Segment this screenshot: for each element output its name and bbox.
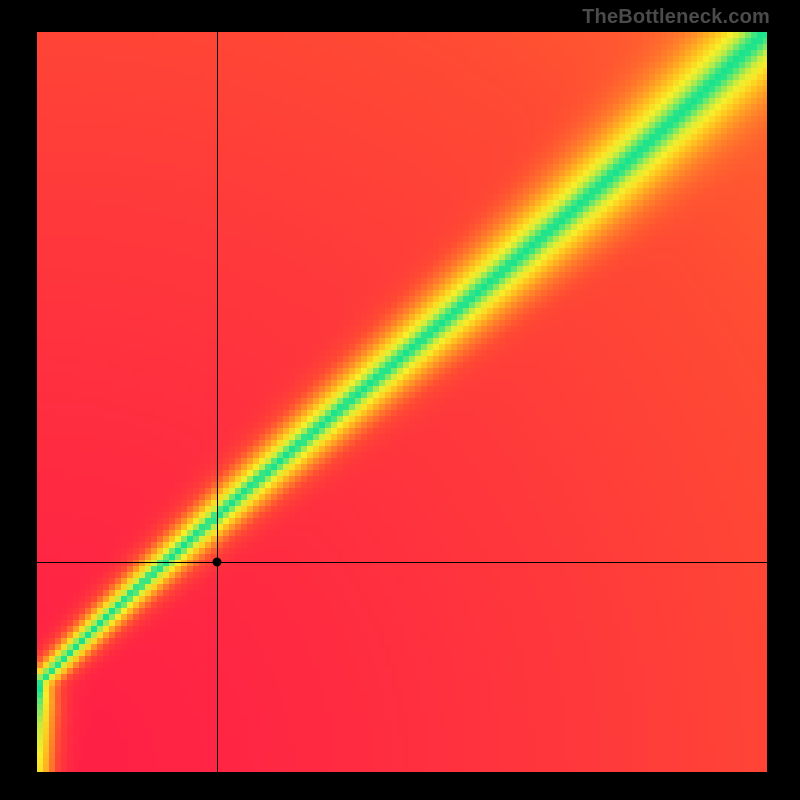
plot-frame (37, 32, 767, 772)
crosshair-horizontal (37, 562, 767, 563)
watermark-text: TheBottleneck.com (582, 6, 770, 29)
crosshair-dot (213, 557, 222, 566)
chart-root: TheBottleneck.com (0, 0, 800, 800)
bottleneck-heatmap (37, 32, 767, 772)
crosshair-vertical (217, 32, 218, 772)
